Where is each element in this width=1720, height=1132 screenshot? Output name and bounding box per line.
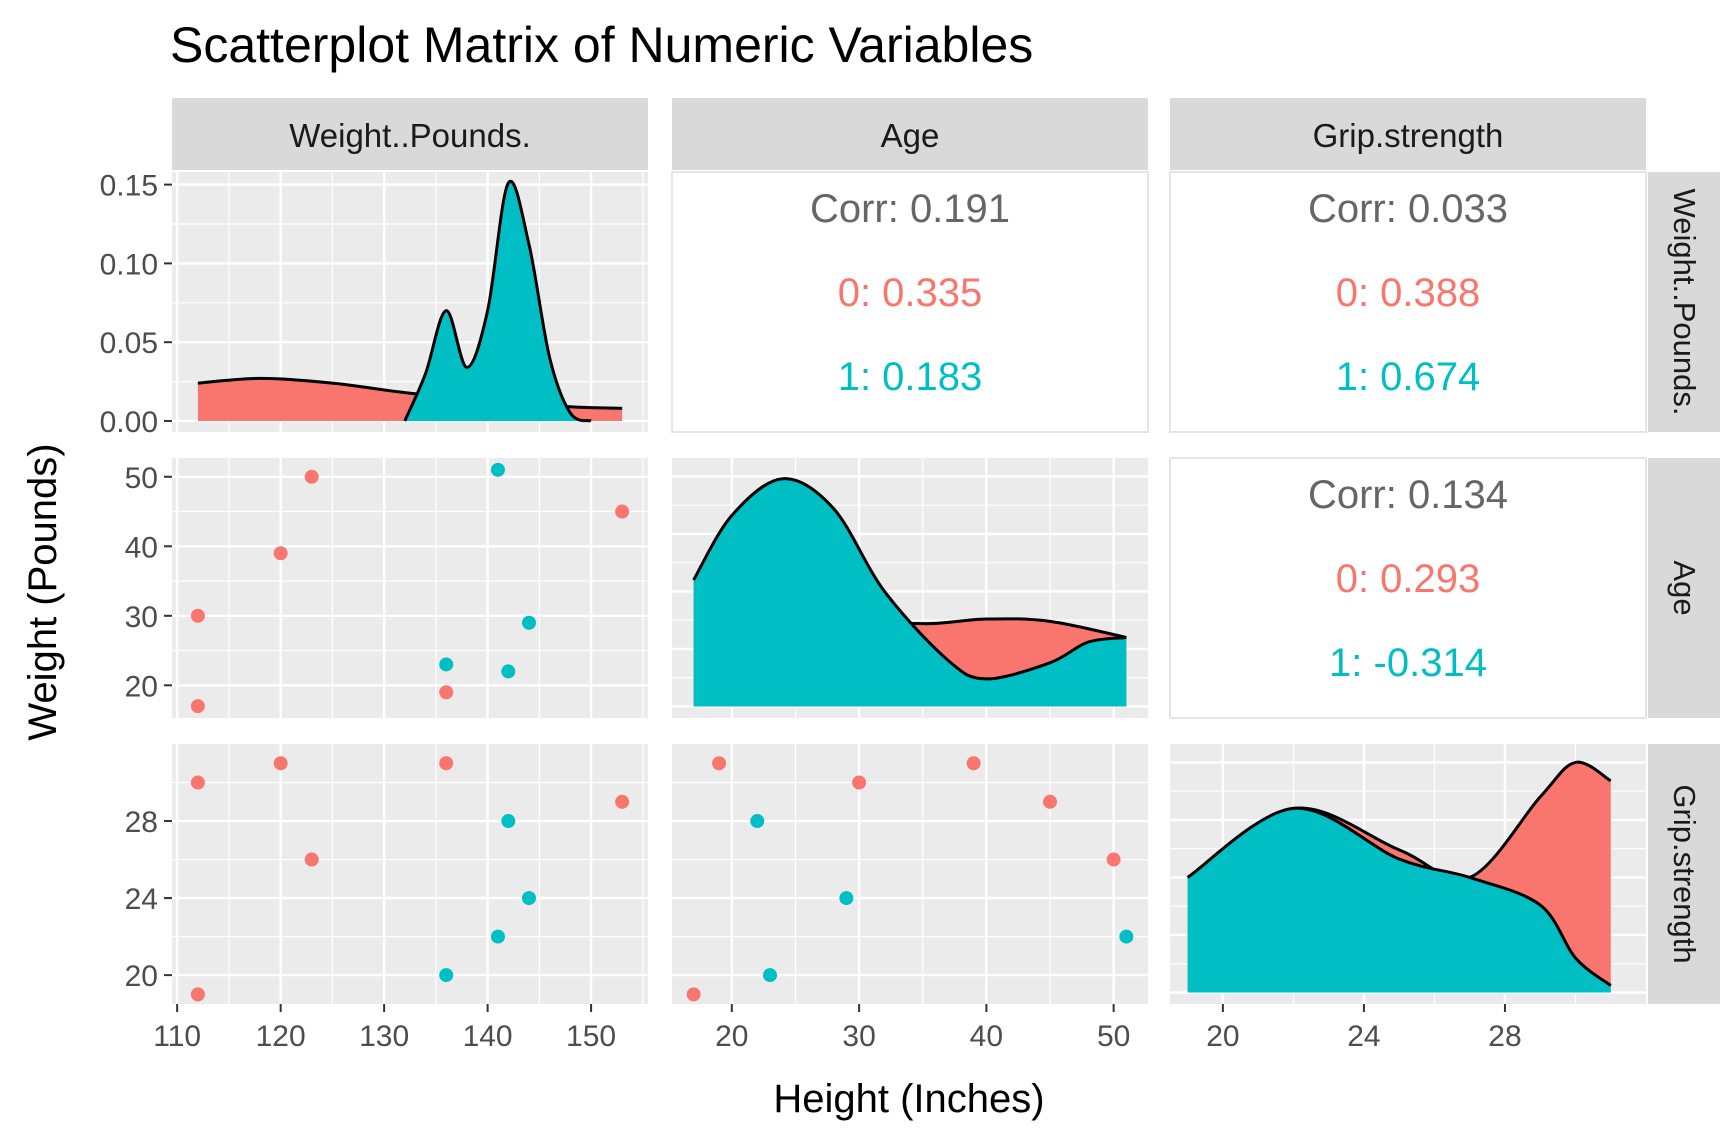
scatter-point-group-0 [615,504,630,519]
x-tick-label: 140 [463,1020,513,1053]
x-tick-label: 150 [566,1020,616,1053]
scatter-point-group-0 [273,546,288,561]
x-axis-label: Height (Inches) [773,1077,1044,1121]
correlation-group-0: 0: 0.388 [1336,271,1481,315]
correlation-panel [1169,171,1647,433]
x-tick-label: 28 [1488,1020,1521,1053]
x-tick-label: 24 [1347,1020,1380,1053]
column-strip [672,98,1148,170]
panel-background [172,458,648,718]
column-strip-label: Age [881,117,940,154]
scatter-point-group-0 [852,775,867,790]
y-tick-label: 24 [125,883,158,916]
scatter-point-group-0 [190,987,205,1002]
scatter-point-group-0 [190,699,205,714]
scatter-point-group-0 [190,608,205,623]
density-area-group-1 [404,181,592,421]
scatter-point-group-1 [439,968,454,983]
correlation-group-0: 0: 0.293 [1336,557,1481,601]
scatter-point-group-1 [763,968,777,983]
scatter-point-group-0 [304,469,319,484]
correlation-group-1: 1: 0.183 [838,355,983,399]
row-strip-label: Weight..Pounds. [1667,189,1702,416]
row-strip [1648,172,1720,432]
scatter-point-group-1 [750,814,765,829]
row-strip [1648,744,1720,1004]
row-strip-label: Grip.strength [1667,784,1702,963]
y-tick-label: 20 [125,670,158,703]
correlation-overall: Corr: 0.134 [1308,473,1508,517]
scatter-point-group-1 [439,657,454,672]
y-tick-label: 0.10 [100,248,158,281]
y-tick-label: 0.00 [100,406,158,439]
chart-title: Scatterplot Matrix of Numeric Variables [170,17,1033,73]
correlation-panel [1169,457,1647,719]
x-tick-label: 30 [842,1020,875,1053]
density-curve-group-0 [197,376,623,410]
scatter-point-group-0 [712,756,727,771]
scatter-point-group-0 [190,775,205,790]
x-tick-label: 50 [1097,1020,1130,1053]
scatter-point-group-0 [966,756,981,771]
correlation-overall: Corr: 0.033 [1308,187,1508,231]
y-tick-label: 0.15 [100,170,158,203]
scatter-point-group-0 [686,987,701,1002]
scatter-point-group-0 [304,852,319,867]
density-curve-group-1 [403,179,592,423]
x-tick-label: 130 [359,1020,409,1053]
density-curve-group-1 [692,477,1127,681]
column-strip [1170,98,1646,170]
correlation-overall: Corr: 0.191 [810,187,1010,231]
density-curve-group-1 [1186,806,1612,987]
scatter-point-group-1 [522,615,536,630]
density-area-group-1 [693,478,1127,707]
scatter-point-group-0 [1043,794,1057,809]
scatter-point-group-0 [273,756,288,771]
panels-layer: Weight..Pounds. Age Grip.strength Weight..P… [100,98,1720,1053]
scatter-point-group-1 [1119,929,1134,944]
x-tick-label: 20 [715,1020,748,1053]
column-strip-label: Weight..Pounds. [289,117,531,154]
x-tick-label: 110 [153,1020,201,1053]
scatter-point-group-1 [501,814,516,829]
scatter-point-group-1 [490,929,505,944]
panel-background [172,744,648,1004]
y-tick-label: 30 [125,601,158,634]
y-tick-label: 28 [125,806,158,839]
scatter-point-group-0 [1106,852,1121,867]
scatter-point-group-0 [439,685,454,700]
panel-background [672,744,1148,1004]
scatter-point-group-1 [839,891,854,906]
density-area-group-1 [1187,808,1611,993]
correlation-panel [671,171,1149,433]
correlation-group-0: 0: 0.335 [838,271,983,315]
y-tick-label: 40 [125,531,158,564]
y-axis-label: Weight (Pounds) [21,443,65,740]
column-strip-label: Grip.strength [1313,117,1504,154]
y-tick-label: 20 [125,960,158,993]
scatter-point-group-0 [615,794,630,809]
correlation-group-1: 1: 0.674 [1336,355,1481,399]
correlation-group-1: 1: -0.314 [1329,641,1487,685]
x-tick-label: 20 [1206,1020,1239,1053]
x-tick-label: 40 [970,1020,1003,1053]
row-strip [1648,458,1720,718]
scatter-point-group-1 [490,462,505,477]
y-tick-label: 0.05 [100,327,158,360]
scatter-point-group-1 [522,891,536,906]
scatter-point-group-0 [439,756,454,771]
column-strip [172,98,648,170]
x-tick-label: 120 [256,1020,306,1053]
y-tick-label: 50 [125,462,158,495]
row-strip-label: Age [1667,560,1702,615]
scatter-point-group-1 [501,664,516,679]
